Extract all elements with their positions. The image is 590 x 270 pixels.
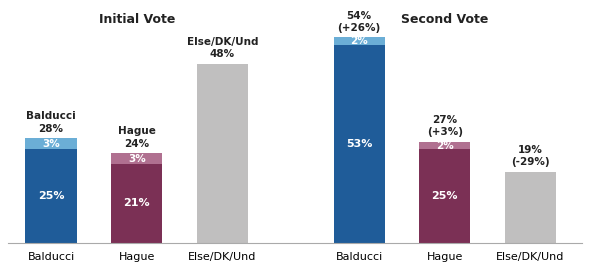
Bar: [333, 38, 385, 45]
Text: Second Vote: Second Vote: [401, 13, 489, 26]
Bar: [504, 172, 556, 243]
Bar: [333, 45, 385, 243]
Bar: [419, 142, 470, 149]
Text: Balducci
28%: Balducci 28%: [26, 111, 76, 134]
Text: Hague
24%: Hague 24%: [118, 126, 156, 148]
Text: Else/DK/Und
48%: Else/DK/Und 48%: [186, 37, 258, 59]
Text: 3%: 3%: [42, 139, 60, 149]
Text: 21%: 21%: [123, 198, 150, 208]
Text: 25%: 25%: [38, 191, 64, 201]
Bar: [25, 138, 77, 149]
Text: 53%: 53%: [346, 139, 372, 149]
Text: 2%: 2%: [350, 36, 368, 46]
Bar: [111, 153, 162, 164]
Text: 27%
(+3%): 27% (+3%): [427, 115, 463, 137]
Bar: [25, 149, 77, 243]
Bar: [419, 149, 470, 243]
Text: 3%: 3%: [128, 154, 146, 164]
Text: 2%: 2%: [436, 141, 454, 151]
Bar: [196, 63, 248, 243]
Bar: [111, 164, 162, 243]
Text: 54%
(+26%): 54% (+26%): [337, 11, 381, 33]
Text: 19%
(-29%): 19% (-29%): [511, 145, 550, 167]
Text: 25%: 25%: [431, 191, 458, 201]
Text: Initial Vote: Initial Vote: [99, 13, 175, 26]
